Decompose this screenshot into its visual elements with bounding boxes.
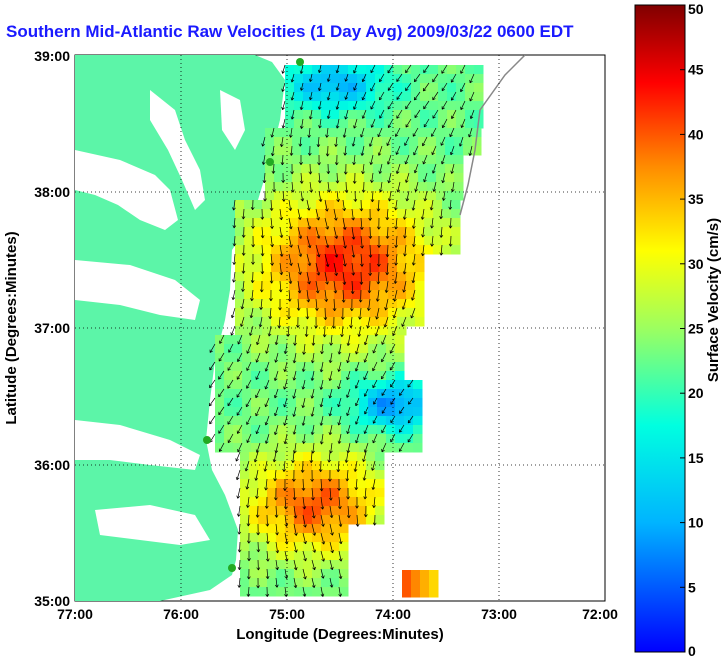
colorbar bbox=[634, 4, 686, 653]
colorbar-tick-label: 5 bbox=[688, 579, 696, 595]
x-tick-label: 75:00 bbox=[269, 606, 305, 622]
x-tick-label: 72:00 bbox=[582, 606, 618, 622]
y-tick-label: 35:00 bbox=[34, 593, 70, 609]
x-tick-label: 74:00 bbox=[375, 606, 411, 622]
colorbar-tick-label: 0 bbox=[688, 643, 696, 659]
station-marker bbox=[228, 564, 236, 572]
colorbar-tick-label: 30 bbox=[688, 256, 704, 272]
colorbar-tick-label: 35 bbox=[688, 191, 704, 207]
colorbar-label: Surface Velocity (cm/s) bbox=[705, 218, 722, 382]
colorbar-tick-label: 15 bbox=[688, 450, 704, 466]
station-marker bbox=[203, 436, 211, 444]
colorbar-tick-label: 45 bbox=[688, 62, 704, 78]
colorbar-tick-label: 40 bbox=[688, 126, 704, 142]
bay-water bbox=[75, 150, 178, 230]
chart-title: Southern Mid-Atlantic Raw Velocities (1 … bbox=[6, 22, 574, 41]
y-tick-label: 38:00 bbox=[34, 184, 70, 200]
x-tick-label: 76:00 bbox=[163, 606, 199, 622]
station-marker bbox=[266, 158, 274, 166]
colorbar-tick-label: 10 bbox=[688, 515, 704, 531]
x-axis-label: Longitude (Degrees:Minutes) bbox=[236, 626, 444, 643]
y-tick-label: 39:00 bbox=[34, 48, 70, 64]
station-marker bbox=[296, 58, 304, 66]
shelf-contour bbox=[459, 55, 526, 216]
y-tick-label: 36:00 bbox=[34, 457, 70, 473]
colorbar-tick-label: 20 bbox=[688, 385, 704, 401]
y-tick-label: 37:00 bbox=[34, 320, 70, 336]
colorbar-tick-label: 50 bbox=[688, 1, 704, 17]
x-tick-label: 73:00 bbox=[481, 606, 517, 622]
x-tick-label: 77:00 bbox=[57, 606, 93, 622]
colorbar-tick-label: 25 bbox=[688, 321, 704, 337]
y-axis-label: Latitude (Degrees:Minutes) bbox=[3, 231, 20, 424]
